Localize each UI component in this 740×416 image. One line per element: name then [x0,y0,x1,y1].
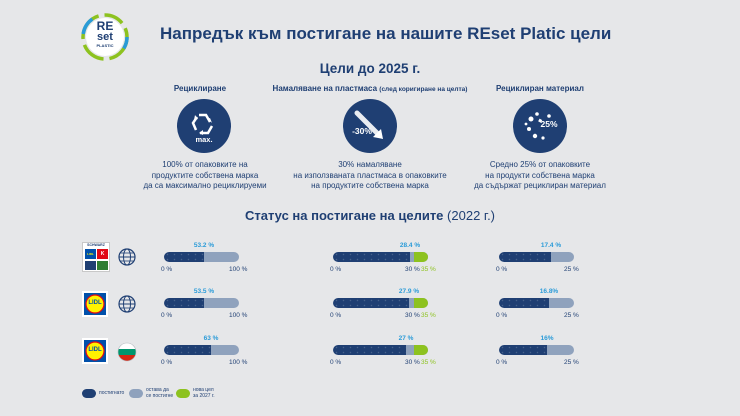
reset-plastic-logo: RE set PLASTIC [80,12,130,62]
plastic-reduction-icon-label: -30% [352,126,372,136]
axis-min-label: 0 % [496,312,508,319]
recycled-material-icon: 25% [513,99,567,153]
axis-mid-label: 30 % [405,359,420,366]
goal-text-recycling: 100% от опаковките на продуктите собстве… [143,160,267,190]
axis-max-label: 35 % [421,266,436,273]
axis-min-label: 0 % [330,312,342,319]
goal-heading-recycled-material: Рециклиран материал [496,84,584,93]
goals-title: Цели до 2025 г. [319,61,421,76]
kaufland-mini-logo: K [97,249,108,259]
progress-bar-fill [164,345,211,355]
schwarz-mini-logo-3 [85,261,96,270]
progress-bar-track [333,298,428,308]
axis-mid-label: 30 % [405,312,420,319]
axis-min-label: 0 % [161,359,173,366]
plastic-reduction-icon: -30% [343,99,397,153]
progress-bar-track [499,298,574,308]
status-title: Статус на постигане на целите (2022 г.) [244,208,496,223]
progress-value-label: 28.4 % [399,242,421,249]
lidl-logo: LIDL [82,338,108,364]
progress-bar-new-goal [414,298,428,308]
legend-chip-new-goal [176,389,190,398]
progress-bar-fill [333,345,406,355]
progress-bar-track [164,252,239,262]
legend: постигнато остава да се постигне нова це… [82,385,282,405]
page-title: Напредък към постигане на нашите REset P… [160,24,612,43]
progress-bar-track [333,345,428,355]
progress-value-label: 16.8% [539,288,559,295]
lidl-logo-text: LIDL [88,347,102,353]
axis-max-label: 25 % [564,266,579,273]
progress-value-label: 53.2 % [193,242,215,249]
goal-heading-plastic-reduction: Намаляване на пластмаса (след коригиране… [272,84,468,93]
recycle-icon: max. [177,99,231,153]
progress-bar-fill [499,298,549,308]
axis-min-label: 0 % [161,312,173,319]
axis-min-label: 0 % [330,266,342,273]
progress-bar-fill [499,345,547,355]
legend-label-achieved: постигнато [99,390,125,396]
progress-bar-fill [164,252,204,262]
progress-bar-fill [164,298,204,308]
lidl-logo: LIDL [82,291,108,317]
goal-text-plastic-reduction: 30% намаляване на използваната пластмаса… [293,160,447,190]
progress-value-label: 27.9 % [398,288,420,295]
progress-bar-track [164,298,239,308]
globe-icon [118,248,136,271]
progress-bar-fill [499,252,551,262]
axis-min-label: 0 % [496,266,508,273]
axis-max-label: 100 % [229,312,248,319]
kaufland-mini-label: K [100,251,105,257]
lidl-mini-logo: LIDL [85,249,96,259]
progress-bar-track [499,345,574,355]
progress-bar-fill [333,252,410,262]
goal-heading-recycling: Рециклиране [173,84,227,93]
axis-min-label: 0 % [330,359,342,366]
logo-text: RE set PLASTIC [96,19,114,48]
axis-max-label: 25 % [564,359,579,366]
progress-value-label: 53.5 % [193,288,215,295]
progress-value-label: 27 % [398,335,414,342]
legend-chip-remaining [129,389,143,398]
schwarz-group-logo: SCHWARZ LIDL K [82,242,110,272]
progress-bar-new-goal [414,252,428,262]
progress-value-label: 17.4 % [540,242,562,249]
axis-mid-label: 30 % [405,266,420,273]
progress-bar-track [499,252,574,262]
legend-chip-achieved [82,389,96,398]
recycle-icon-label: max. [195,135,213,144]
globe-icon [118,295,136,318]
bulgaria-flag-icon [117,342,137,367]
progress-bar-fill [333,298,409,308]
axis-max-label: 100 % [229,266,248,273]
axis-max-label: 100 % [229,359,248,366]
progress-value-label: 16% [540,335,554,342]
recycled-material-icon-label: 25% [540,119,558,129]
axis-min-label: 0 % [496,359,508,366]
legend-label-new-goal: нова цел за 2027 г. [193,387,215,399]
axis-min-label: 0 % [161,266,173,273]
schwarz-mini-logo-4 [97,261,108,270]
axis-max-label: 35 % [421,312,436,319]
goal-text-recycled-material: Средно 25% от опаковките на продукти соб… [474,160,606,190]
progress-bar-track [333,252,428,262]
progress-bar-new-goal [414,345,428,355]
lidl-mini-label: LIDL [87,252,94,256]
axis-max-label: 25 % [564,312,579,319]
progress-bar-track [164,345,239,355]
legend-label-remaining: остава да се постигне [146,387,174,399]
progress-value-label: 63 % [203,335,219,342]
schwarz-label: SCHWARZ [87,243,105,247]
lidl-logo-text: LIDL [88,300,102,306]
axis-max-label: 35 % [421,359,436,366]
